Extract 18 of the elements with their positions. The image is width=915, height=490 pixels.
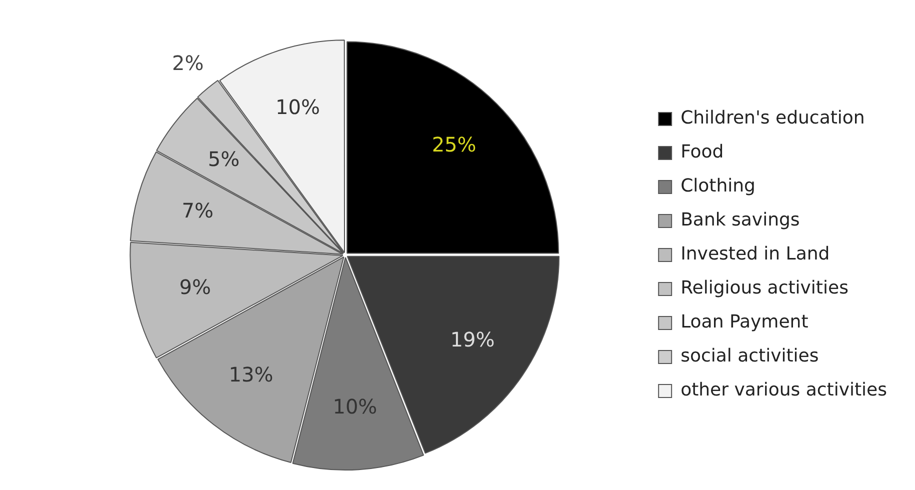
legend-label: Loan Payment xyxy=(680,312,808,333)
data-label: 13% xyxy=(228,362,274,387)
legend-label: Food xyxy=(680,142,724,163)
data-label: 9% xyxy=(179,274,212,299)
legend-label: Invested in Land xyxy=(680,244,830,265)
legend-label: other various activities xyxy=(680,380,888,401)
legend-label: Clothing xyxy=(680,176,756,197)
legend-label: Children's education xyxy=(680,108,865,129)
legend-label: Bank savings xyxy=(680,210,800,231)
data-label: 7% xyxy=(182,198,214,222)
data-label: 5% xyxy=(208,146,240,171)
legend-label: social activities xyxy=(680,346,819,367)
data-label: 25% xyxy=(432,132,476,156)
data-label: 10% xyxy=(332,394,378,419)
data-label: 19% xyxy=(450,328,495,352)
data-label: 2% xyxy=(172,50,204,75)
legend-label: Religious activities xyxy=(680,278,848,299)
data-label: 10% xyxy=(276,94,320,119)
